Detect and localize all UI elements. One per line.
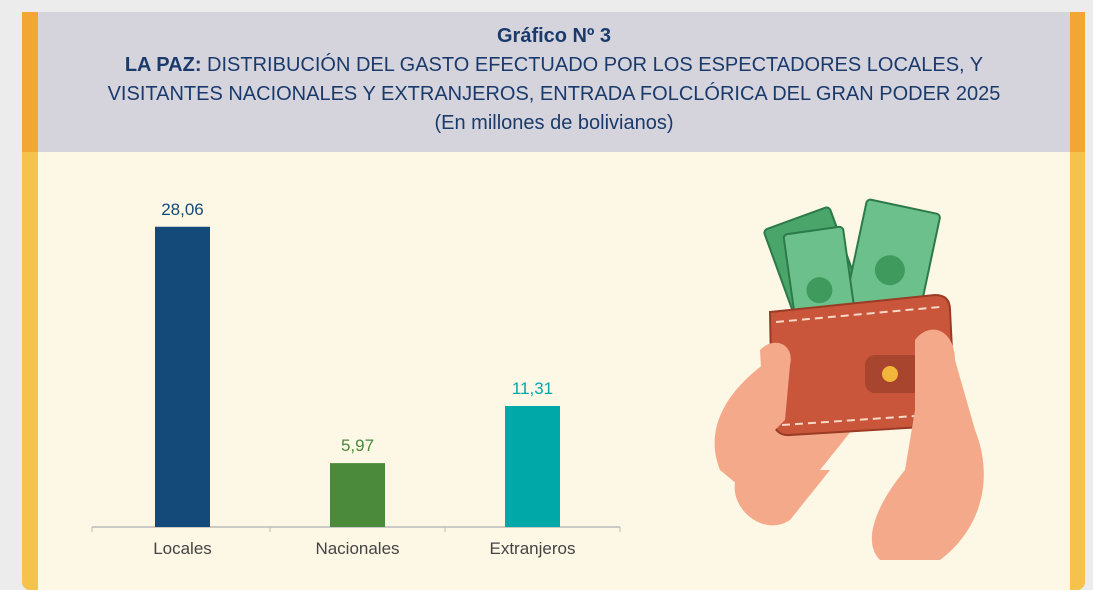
title: DISTRIBUCIÓN DEL GASTO EFECTUADO POR LOS… [207, 54, 984, 76]
bar [155, 226, 210, 527]
heading: Gráfico Nº 3 [496, 25, 611, 47]
title-line: VISITANTES NACIONALES Y EXTRANJEROS, ENT… [107, 83, 1001, 105]
x-tick-label: Locales [153, 539, 212, 558]
bar [330, 463, 385, 527]
wallet-illustration [714, 198, 984, 560]
x-tick-label: Nacionales [315, 539, 399, 558]
title-prefix: LA PAZ: [124, 54, 202, 76]
header: Gráfico Nº 3 LA PAZ: DISTRIBUCIÓN DEL GA… [38, 12, 1070, 152]
x-tick-label: Extranjeros [490, 539, 576, 558]
value-label: 5,97 [341, 436, 374, 455]
value-label: 11,31 [512, 379, 553, 398]
subtitle: (En millones de bolivianos) [434, 112, 674, 134]
title-line: LA PAZ: DISTRIBUCIÓN DEL GASTO EFECTUADO… [38, 51, 1070, 80]
bar [505, 405, 560, 527]
value-label: 28,06 [161, 200, 204, 219]
